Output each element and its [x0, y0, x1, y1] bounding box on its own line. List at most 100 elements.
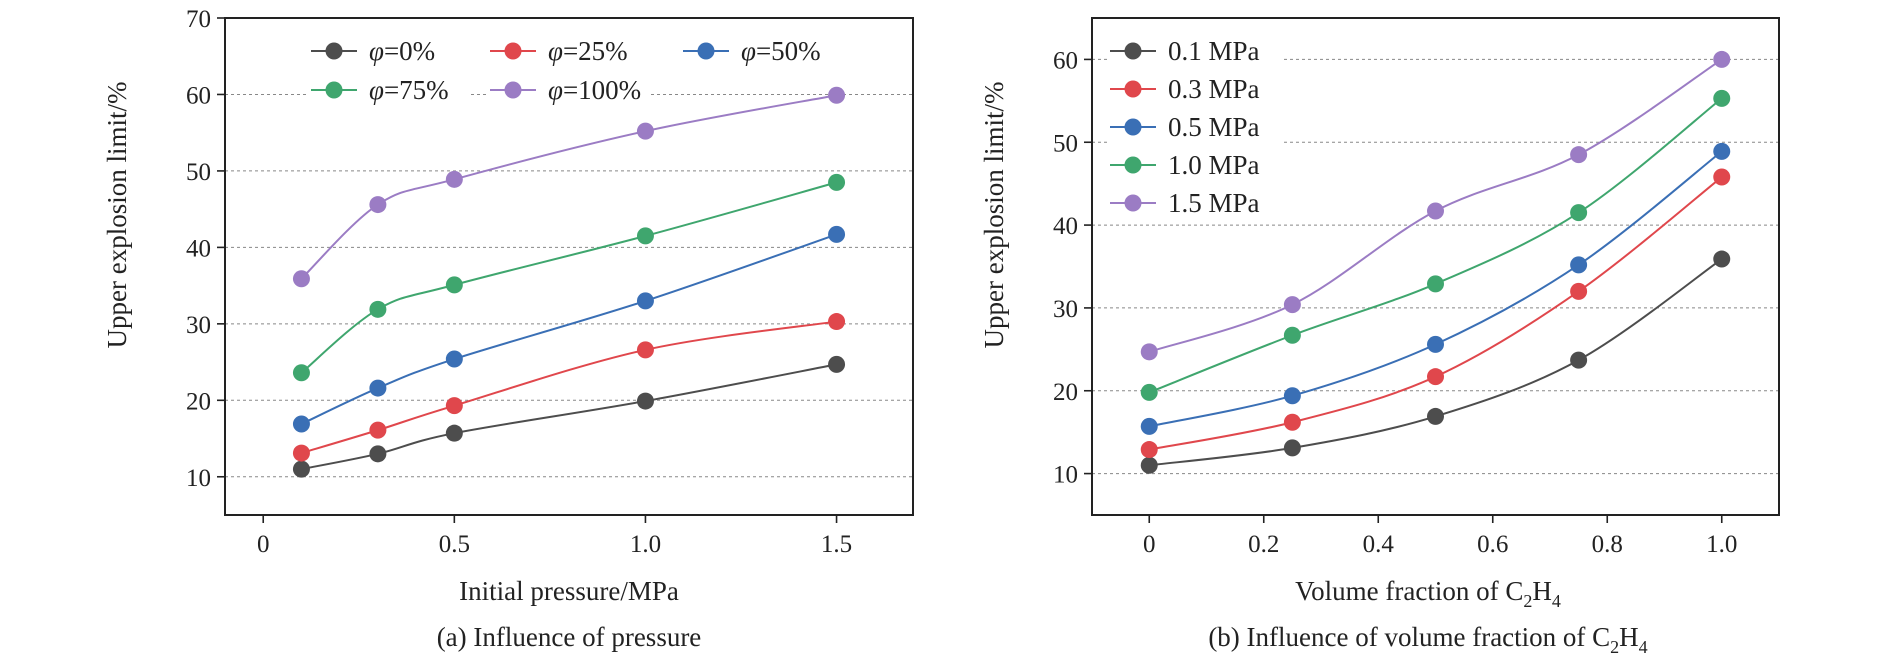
legend-label-1: φ=25%: [548, 36, 628, 66]
data-point-s2-4: [828, 225, 846, 243]
caption-b-mid: H: [1619, 622, 1639, 652]
legend-marker-4: [504, 81, 522, 99]
data-point-s3-3: [636, 227, 654, 245]
legend-label-4: 1.5 MPa: [1168, 188, 1260, 218]
legend-label-0: φ=0%: [369, 36, 435, 66]
y-tick-label-5: 60: [1053, 47, 1078, 74]
x-tick-label-5: 1.0: [1706, 531, 1737, 558]
data-point-s2-1: [1283, 387, 1301, 405]
data-point-s2-4: [1713, 142, 1731, 160]
data-point-s4-4: [828, 86, 846, 104]
x-axis-label-b-sub1: 2: [1523, 591, 1532, 611]
caption-b-main: (b) Influence of volume fraction of C: [1208, 622, 1610, 652]
y-tick-label-4: 50: [186, 159, 211, 186]
legend-marker-2: [1124, 118, 1142, 136]
data-point-s0-4: [1713, 250, 1731, 268]
data-point-s2-3: [636, 292, 654, 310]
legend-label-1: 0.3 MPa: [1168, 74, 1260, 104]
caption-a: (a) Influence of pressure: [437, 622, 702, 652]
legend-label-2: φ=50%: [741, 36, 821, 66]
ticks-b: 10 20 30 40 50 60 0 0.2 0.4 0.6 0.8 1.0: [1053, 47, 1737, 558]
legend-marker-0: [325, 42, 343, 60]
data-point-s1-2: [445, 397, 463, 415]
data-point-s0-2: [445, 424, 463, 442]
legend-symbol-1: φ: [548, 36, 563, 66]
plot-frame-a: [224, 17, 914, 516]
x-axis-label-b-mid: H: [1532, 576, 1552, 606]
data-point-s1-3: [1570, 282, 1588, 300]
data-point-s3-3: [1570, 204, 1588, 222]
x-tick-label-4: 0.8: [1592, 531, 1623, 558]
data-point-s2-0: [1140, 417, 1158, 435]
data-point-s0-3: [1570, 351, 1588, 369]
data-point-s1-0: [292, 444, 310, 462]
data-point-s0-1: [1283, 439, 1301, 457]
data-point-s2-2: [1427, 335, 1444, 353]
data-point-s0-0: [1140, 456, 1158, 474]
data-point-s4-2: [445, 170, 463, 188]
legend-label-0: 0.1 MPa: [1168, 36, 1260, 66]
data-point-s2-3: [1570, 256, 1588, 274]
x-axis-label-b: Volume fraction of C2H4: [1295, 576, 1561, 611]
data-point-s4-4: [1713, 50, 1731, 68]
series-line-2: [301, 233, 837, 425]
legend-value-3: =75%: [384, 75, 449, 105]
data-point-s1-1: [369, 421, 387, 439]
data-point-s3-2: [445, 276, 463, 294]
legend-a: φ=0% φ=25% φ=50%φ=75% φ=100%: [309, 35, 841, 106]
y-tick-label-3: 40: [186, 235, 211, 262]
legend-symbol-4: φ: [548, 75, 563, 105]
y-tick-label-3: 40: [1053, 213, 1078, 240]
data-point-s1-4: [1713, 168, 1731, 186]
y-tick-label-0: 10: [186, 465, 211, 492]
legend-value-0: =0%: [384, 36, 435, 66]
legend-label-3: 1.0 MPa: [1168, 150, 1260, 180]
data-point-s0-1: [369, 445, 387, 463]
data-point-s1-2: [1427, 368, 1444, 386]
series-line-4: [300, 94, 837, 280]
data-point-s4-1: [369, 196, 387, 214]
legend-value-1: =25%: [563, 36, 628, 66]
y-tick-label-1: 20: [186, 388, 211, 415]
series-line-3: [300, 181, 837, 374]
data-point-s2-0: [292, 415, 310, 433]
data-point-s3-0: [292, 364, 310, 382]
x-tick-label-1: 0.2: [1248, 531, 1279, 558]
x-tick-label-3: 0.6: [1477, 531, 1508, 558]
points-b: [1140, 50, 1731, 474]
data-point-s1-1: [1283, 413, 1301, 431]
legend-marker-4: [1124, 194, 1142, 212]
data-point-s4-0: [292, 270, 310, 288]
data-point-s0-2: [1427, 407, 1444, 425]
x-axis-label-a: Initial pressure/MPa: [459, 576, 679, 606]
x-axis-label-b-sub2: 4: [1552, 591, 1561, 611]
legend-symbol-3: φ: [369, 75, 384, 105]
x-tick-label-1: 0.5: [439, 531, 470, 558]
legend-value-2: =50%: [756, 36, 821, 66]
data-point-s4-3: [636, 122, 654, 140]
y-tick-label-2: 30: [1053, 296, 1078, 323]
data-point-s4-1: [1283, 296, 1301, 314]
legend-b: 0.1 MPa 0.3 MPa 0.5 MPa 1.0 MPa 1.5 MPa: [1108, 35, 1283, 219]
legend-marker-1: [1124, 80, 1142, 98]
caption-b: (b) Influence of volume fraction of C2H4: [1208, 622, 1647, 657]
legend-marker-0: [1124, 42, 1142, 60]
y-axis-label-a: Upper explosion limit/%: [102, 82, 132, 349]
data-point-s1-4: [828, 313, 846, 331]
caption-b-sub1: 2: [1610, 637, 1619, 657]
legend-label-2: 0.5 MPa: [1168, 112, 1260, 142]
chart-panel-b: 10 20 30 40 50 60 0 0.2 0.4 0.6 0.8 1.0 0.1 MPa 0.3 …: [979, 17, 1780, 657]
y-tick-label-0: 10: [1053, 462, 1078, 489]
data-point-s4-2: [1427, 202, 1444, 220]
data-point-s2-1: [369, 379, 387, 397]
y-tick-label-4: 50: [1053, 130, 1078, 157]
y-tick-label-2: 30: [186, 312, 211, 339]
x-tick-label-0: 0: [1143, 531, 1156, 558]
data-point-s4-3: [1570, 146, 1588, 164]
y-tick-label-5: 60: [186, 82, 211, 109]
legend-symbol-0: φ: [369, 36, 384, 66]
data-point-s3-1: [369, 300, 387, 318]
